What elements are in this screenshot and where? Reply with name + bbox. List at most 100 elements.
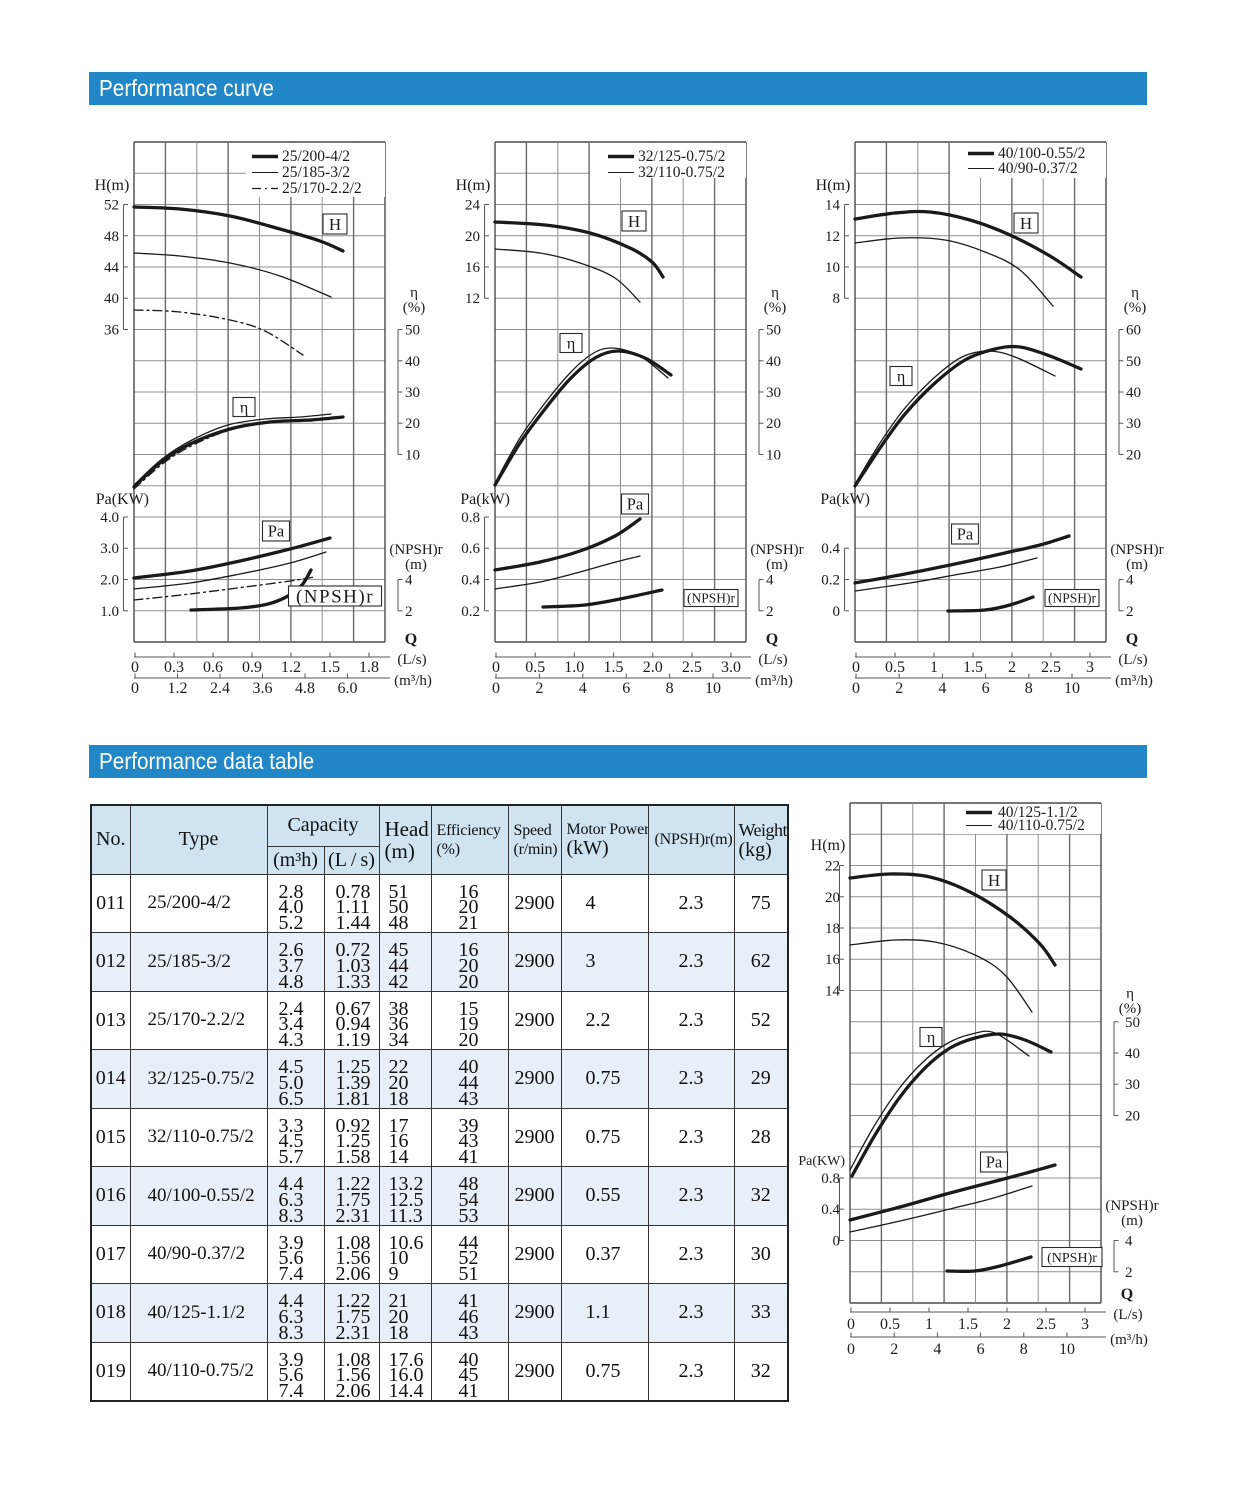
svg-text:(L/s): (L/s) <box>1118 652 1147 668</box>
svg-text:1.5: 1.5 <box>320 659 340 676</box>
svg-text:3: 3 <box>1081 1316 1089 1333</box>
svg-text:H(m): H(m) <box>456 177 491 194</box>
svg-text:3: 3 <box>1086 659 1094 676</box>
svg-text:6: 6 <box>977 1341 985 1358</box>
svg-text:η: η <box>771 285 779 301</box>
svg-text:(NPSH)r: (NPSH)r <box>389 542 442 558</box>
svg-text:0.5: 0.5 <box>880 1316 900 1333</box>
svg-text:32/110-0.75/2: 32/110-0.75/2 <box>638 164 725 181</box>
svg-text:H: H <box>329 215 341 234</box>
svg-text:1.0: 1.0 <box>100 604 119 620</box>
svg-text:2: 2 <box>766 604 774 620</box>
svg-text:0: 0 <box>847 1341 855 1358</box>
svg-text:(m³/h): (m³/h) <box>1115 673 1153 689</box>
svg-text:20: 20 <box>465 229 480 245</box>
svg-text:14: 14 <box>825 984 841 1000</box>
svg-text:2: 2 <box>405 604 413 620</box>
svg-text:0.5: 0.5 <box>885 659 905 676</box>
svg-text:0.4: 0.4 <box>821 1202 840 1218</box>
svg-text:8: 8 <box>1025 680 1033 697</box>
svg-text:4: 4 <box>1125 1234 1133 1250</box>
svg-text:0.6: 0.6 <box>203 659 223 676</box>
svg-text:20: 20 <box>1126 448 1141 464</box>
svg-text:Q: Q <box>1121 1286 1133 1303</box>
svg-text:32/125-0.75/2: 32/125-0.75/2 <box>638 148 725 165</box>
svg-text:(NPSH)r: (NPSH)r <box>1048 591 1097 606</box>
svg-text:H: H <box>1020 214 1032 233</box>
svg-text:4: 4 <box>933 1341 941 1358</box>
svg-text:(L/s): (L/s) <box>758 652 787 668</box>
svg-text:2: 2 <box>1008 659 1016 676</box>
svg-text:(m³/h): (m³/h) <box>1110 1332 1148 1348</box>
svg-text:(L/s): (L/s) <box>397 652 426 668</box>
svg-text:(m): (m) <box>1126 557 1148 573</box>
svg-text:(NPSH)r: (NPSH)r <box>1105 1198 1158 1214</box>
svg-text:4: 4 <box>1126 573 1134 589</box>
svg-text:2.5: 2.5 <box>1036 1316 1056 1333</box>
svg-text:0: 0 <box>492 659 500 676</box>
svg-text:Pa: Pa <box>957 525 974 544</box>
svg-text:40/110-0.75/2: 40/110-0.75/2 <box>998 817 1085 834</box>
svg-text:20: 20 <box>766 416 781 432</box>
svg-text:4: 4 <box>938 680 946 697</box>
svg-text:(NPSH)r: (NPSH)r <box>1110 542 1163 558</box>
svg-text:(m³/h): (m³/h) <box>755 673 793 689</box>
svg-text:0: 0 <box>131 659 139 676</box>
svg-text:1.0: 1.0 <box>564 659 584 676</box>
svg-text:Pa(kW): Pa(kW) <box>460 491 510 508</box>
svg-text:η: η <box>410 285 418 301</box>
svg-text:0.2: 0.2 <box>461 604 480 620</box>
svg-text:44: 44 <box>104 260 120 276</box>
svg-text:12: 12 <box>465 291 480 307</box>
svg-text:6.0: 6.0 <box>338 680 358 697</box>
svg-text:η: η <box>567 335 575 352</box>
svg-text:14: 14 <box>825 198 841 214</box>
svg-text:(m): (m) <box>766 557 788 573</box>
svg-text:6: 6 <box>982 680 990 697</box>
svg-text:(%): (%) <box>1119 1001 1142 1017</box>
svg-text:50: 50 <box>405 323 420 339</box>
svg-text:(NPSH)r: (NPSH)r <box>750 542 803 558</box>
svg-text:40: 40 <box>1126 385 1141 401</box>
svg-text:60: 60 <box>1126 323 1141 339</box>
svg-text:η: η <box>1131 285 1139 301</box>
svg-text:10: 10 <box>825 260 840 276</box>
svg-text:18: 18 <box>825 921 840 937</box>
svg-text:8: 8 <box>666 680 674 697</box>
svg-text:Q: Q <box>405 631 417 648</box>
svg-text:16: 16 <box>825 952 841 968</box>
svg-text:(m): (m) <box>405 557 427 573</box>
svg-text:2: 2 <box>895 680 903 697</box>
svg-text:2.0: 2.0 <box>100 573 119 589</box>
svg-text:(m³/h): (m³/h) <box>394 673 432 689</box>
svg-text:0: 0 <box>833 604 841 620</box>
svg-text:2.0: 2.0 <box>643 659 663 676</box>
svg-text:8: 8 <box>1020 1341 1028 1358</box>
svg-text:20: 20 <box>405 416 420 432</box>
svg-text:2.4: 2.4 <box>210 680 230 697</box>
svg-text:2: 2 <box>1125 1265 1133 1281</box>
svg-text:4.8: 4.8 <box>295 680 315 697</box>
svg-text:30: 30 <box>1126 416 1141 432</box>
svg-text:Q: Q <box>1126 631 1138 648</box>
svg-text:50: 50 <box>1125 1015 1140 1031</box>
svg-text:4: 4 <box>405 573 413 589</box>
svg-text:36: 36 <box>104 323 120 339</box>
svg-text:H: H <box>988 871 1000 890</box>
svg-text:Pa: Pa <box>627 495 644 514</box>
svg-text:η: η <box>897 368 905 385</box>
svg-text:0: 0 <box>131 680 139 697</box>
svg-text:H: H <box>628 212 640 231</box>
svg-text:Q: Q <box>766 631 778 648</box>
svg-text:(NPSH)r: (NPSH)r <box>1047 1251 1097 1266</box>
svg-text:0: 0 <box>492 680 500 697</box>
svg-text:Pa: Pa <box>268 522 285 541</box>
svg-text:30: 30 <box>766 385 781 401</box>
svg-text:2: 2 <box>890 1341 898 1358</box>
svg-text:0.3: 0.3 <box>164 659 184 676</box>
svg-text:0.8: 0.8 <box>821 1171 840 1187</box>
svg-text:4: 4 <box>579 680 587 697</box>
svg-text:(NPSH)r: (NPSH)r <box>687 591 736 606</box>
svg-text:50: 50 <box>766 323 781 339</box>
svg-text:2.5: 2.5 <box>1041 659 1061 676</box>
